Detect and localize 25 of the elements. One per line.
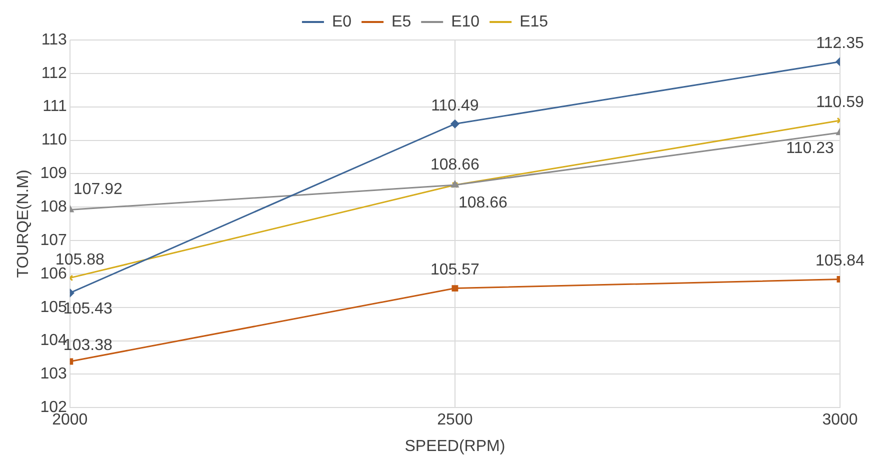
y-tick-label: 110 [41,132,67,149]
data-label: 110.49 [431,97,479,114]
y-tick-label: 108 [40,198,67,216]
data-label: 107.92 [73,181,122,198]
data-label: 105.57 [430,262,480,279]
x-tick-label: 3000 [822,412,858,429]
legend-label: E10 [451,13,480,30]
data-label: 108.66 [430,156,480,174]
y-tick-label: 113 [41,31,67,48]
y-tick-label: 111 [42,98,67,116]
y-tick-label: 103 [40,366,67,383]
y-tick-label: 112 [41,64,67,82]
data-label: 108.66 [458,194,508,212]
y-tick-label: 107 [40,232,67,249]
y-axis-title: TOURQE(N.M) [15,170,32,278]
data-label: 105.84 [816,252,865,270]
x-tick-label: 2500 [437,412,473,429]
legend-label: E5 [392,13,412,30]
legend-label: E0 [332,13,352,30]
data-label: 112.35 [816,35,864,52]
y-tick-label: 109 [40,165,67,182]
data-label: 110.59 [816,94,864,111]
legend-label: E15 [520,13,548,30]
x-axis-title: SPEED(RPM) [404,438,506,455]
data-label: 110.23 [786,140,834,157]
